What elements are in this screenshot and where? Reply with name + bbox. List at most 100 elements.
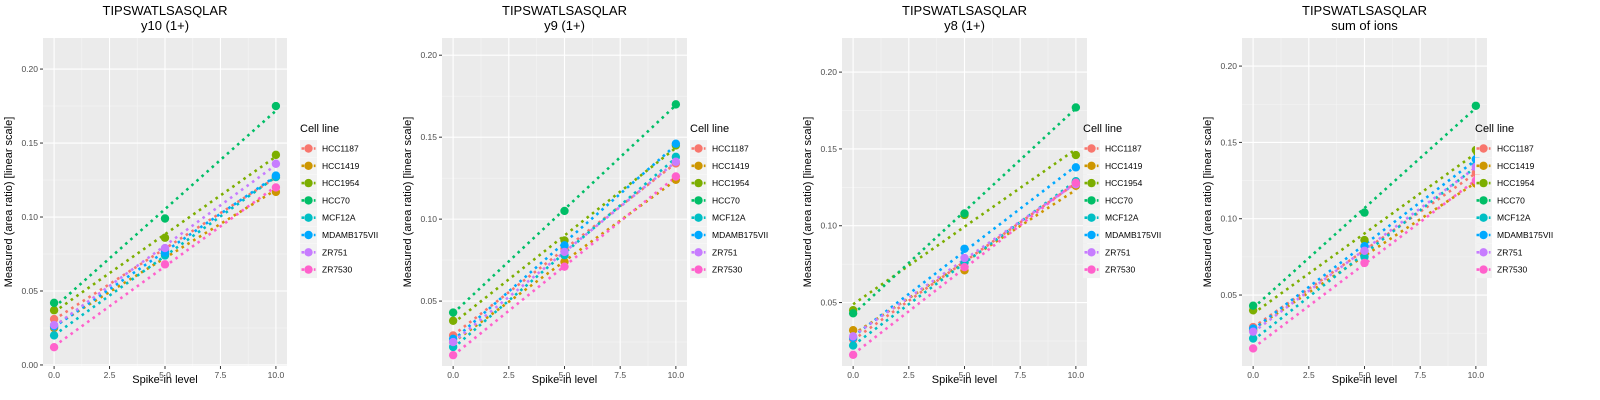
data-point-zr7530 (448, 350, 458, 360)
y-tick-label: 0.05 (820, 298, 837, 308)
x-tick-label: 5.0 (559, 370, 571, 380)
legend-key-point (304, 196, 313, 205)
legend-label-hcc70: HCC70 (322, 195, 350, 205)
legend-key-point (694, 230, 703, 240)
data-point-zr7530 (271, 183, 281, 192)
y-tick-label: 0.10 (1220, 214, 1237, 224)
x-tick-label: 5.0 (959, 370, 971, 380)
legend-key-point (304, 248, 313, 257)
legend-label-hcc1954: HCC1954 (1105, 178, 1143, 188)
legend-label-hcc1419: HCC1419 (712, 161, 750, 171)
data-point-hcc70 (1248, 301, 1258, 310)
legend: Cell line HCC1187 HCC1419 HCC1954 HCC70 MCF12… (690, 123, 768, 279)
data-point-zr751 (1248, 327, 1258, 336)
legend-label-hcc1954: HCC1954 (322, 178, 360, 188)
x-tick-label: 0.0 (48, 370, 60, 380)
legend-key-point (1479, 265, 1488, 274)
y-axis-label: Measured (area ratio) [linear scale] (802, 117, 814, 288)
panel-subtitle: y10 (1+) (141, 18, 189, 33)
legend-label-hcc70: HCC70 (1105, 195, 1133, 205)
legend-label-hcc1187: HCC1187 (1105, 144, 1142, 154)
data-point-zr751 (448, 337, 458, 347)
y-tick-label: 0.20 (820, 67, 837, 77)
x-tick-label: 7.5 (614, 370, 626, 380)
legend-key-point (694, 196, 703, 205)
legend-label-mdamb175vii: MDAMB175VII (712, 230, 768, 240)
x-axis-label: Spike-in level (932, 374, 997, 386)
data-point-zr7530 (49, 343, 59, 352)
legend-label-hcc1954: HCC1954 (712, 178, 750, 188)
x-tick-label: 7.5 (1014, 370, 1026, 380)
fit-line-mdamb175vii (852, 165, 1077, 338)
legend-key-point (304, 230, 313, 240)
data-point-zr7530 (160, 260, 170, 269)
data-point-zr7530 (1360, 258, 1369, 268)
x-axis-label: Spike-in level (132, 374, 197, 386)
legend-label-hcc1419: HCC1419 (1497, 161, 1535, 171)
data-point-hcc70 (160, 214, 170, 223)
data-point-hcc70 (1360, 208, 1369, 217)
y-tick-label: 0.10 (21, 212, 38, 222)
fit-line-hcc70 (452, 104, 677, 315)
data-point-hcc70 (671, 100, 681, 109)
data-point-mcf12a (848, 341, 858, 350)
y-tick-label: 0.20 (420, 50, 437, 60)
legend-label-hcc1419: HCC1419 (322, 161, 360, 171)
data-point-zr7530 (848, 350, 858, 359)
x-axis-label: Spike-in level (1332, 374, 1397, 386)
data-point-hcc1954 (1360, 235, 1369, 245)
y-tick-label: 0.05 (21, 286, 38, 296)
x-tick-label: 10.0 (1468, 370, 1485, 380)
legend-title: Cell line (1083, 123, 1122, 135)
x-tick-label: 0.0 (447, 370, 459, 380)
legend-key-point (1087, 196, 1096, 205)
data-point-zr7530 (960, 263, 969, 272)
data-point-mdamb175vii (671, 139, 681, 148)
legend-label-hcc1187: HCC1187 (1497, 144, 1534, 154)
legend-key-point (304, 161, 313, 170)
data-point-zr751 (1360, 246, 1369, 255)
data-point-mdamb175vii (560, 241, 569, 250)
x-tick-label: 2.5 (104, 370, 116, 380)
data-point-zr7530 (1071, 178, 1081, 187)
legend-label-zr7530: ZR7530 (1105, 265, 1136, 275)
fit-line-zr751 (852, 182, 1077, 337)
data-point-zr7530 (671, 172, 681, 181)
panel-subtitle: sum of ions (1331, 18, 1398, 33)
y-tick-label: 0.05 (420, 296, 437, 306)
legend-key-point (1479, 144, 1488, 153)
panel-subtitle: y8 (1+) (944, 18, 985, 33)
data-point-mcf12a (49, 331, 59, 340)
y-tick-label: 0.20 (1220, 61, 1237, 71)
x-tick-label: 7.5 (1414, 370, 1426, 380)
data-point-zr751 (848, 332, 858, 341)
legend-label-hcc1954: HCC1954 (1497, 178, 1535, 188)
data-point-hcc70 (271, 101, 281, 111)
legend-key-point (304, 144, 313, 153)
data-point-zr751 (160, 243, 170, 253)
data-point-zr7530 (560, 262, 569, 271)
fit-line-mcf12a (452, 156, 677, 350)
fit-line-hcc70 (53, 109, 277, 309)
y-axis-label: Measured (area ratio) [linear scale] (402, 117, 414, 288)
legend-title: Cell line (300, 123, 339, 135)
x-tick-label: 10.0 (268, 370, 285, 380)
legend-key-point (1087, 161, 1096, 170)
fit-line-zr7530 (1252, 179, 1477, 349)
legend-key-point (694, 178, 703, 188)
legend-key-point (1479, 196, 1488, 205)
data-point-hcc70 (1471, 101, 1481, 110)
legend-key-point (1479, 213, 1488, 222)
data-point-hcc1419 (848, 326, 858, 335)
fit-line-hcc1954 (53, 155, 277, 314)
y-tick-label: 0.15 (1220, 137, 1237, 147)
legend-label-zr7530: ZR7530 (712, 265, 743, 275)
data-point-hcc1954 (1071, 150, 1081, 160)
fit-line-mdamb175vii (1252, 158, 1477, 331)
data-point-zr7530 (1248, 344, 1258, 353)
legend-label-hcc1419: HCC1419 (1105, 161, 1143, 171)
y-tick-label: 0.15 (820, 144, 837, 154)
